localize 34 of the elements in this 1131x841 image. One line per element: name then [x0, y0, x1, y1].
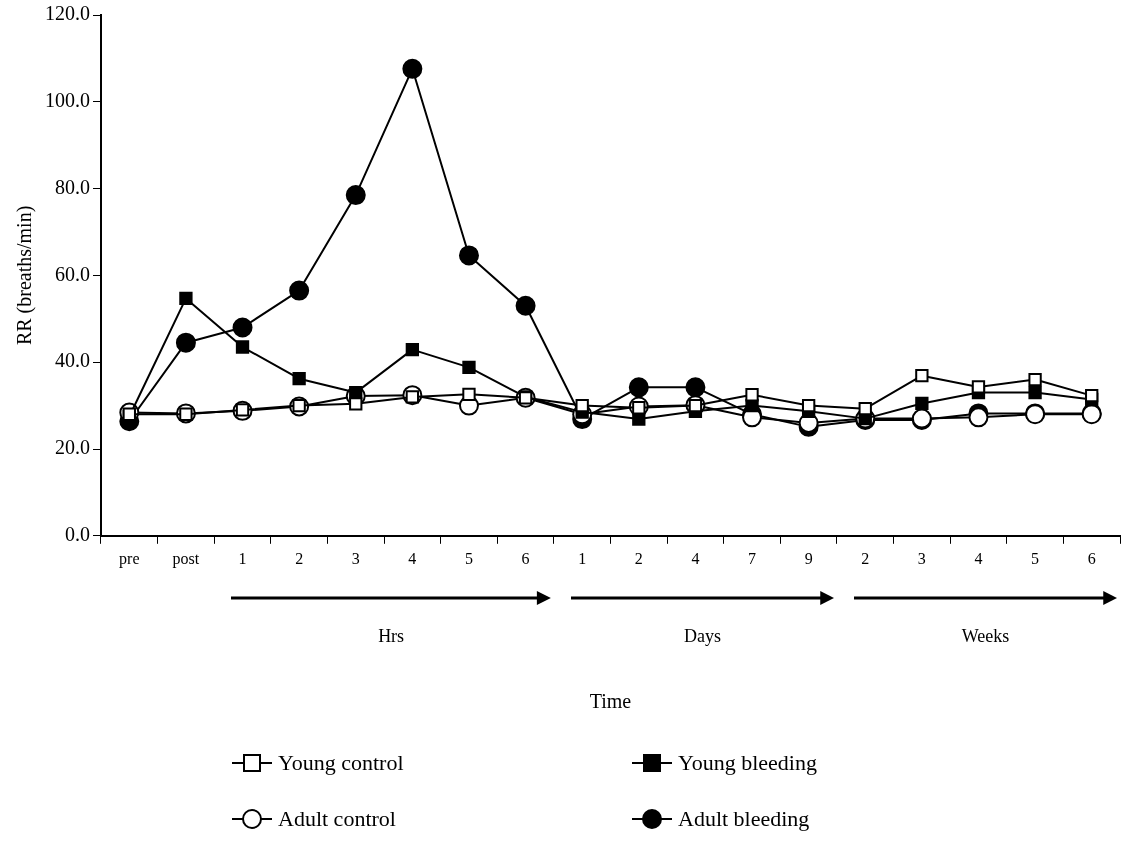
- x-tick-label: 6: [521, 549, 530, 567]
- text: Hrs: [378, 626, 405, 647]
- y-tick-label: 80.0: [55, 175, 90, 198]
- x-tick-label: 9: [804, 549, 813, 567]
- legend-label: Adult bleeding: [678, 806, 810, 832]
- x-tick-label: 4: [974, 549, 983, 567]
- text: Time: [589, 690, 632, 713]
- y-axis-title: RR (breaths/min): [13, 205, 37, 346]
- text: Days: [683, 626, 721, 647]
- x-tick-label: 2: [634, 549, 643, 567]
- y-tick-label: 100.0: [45, 89, 90, 112]
- text: Weeks: [961, 626, 1010, 647]
- legend-label: Adult control: [278, 806, 396, 832]
- x-tick-label: 3: [917, 549, 926, 567]
- x-tick-label: 3: [351, 549, 360, 567]
- x-tick-label: 1: [578, 549, 587, 567]
- y-tick-label: 60.0: [55, 262, 90, 285]
- x-tick-label: 4: [408, 549, 417, 567]
- x-tick-label: 2: [861, 549, 870, 567]
- x-tick-label: 7: [748, 549, 757, 567]
- legend-label: Young bleeding: [678, 750, 817, 776]
- y-tick-label: 0.0: [65, 523, 90, 546]
- y-tick-label: 40.0: [55, 349, 90, 372]
- x-tick-label: 4: [691, 549, 700, 567]
- y-tick-label: 20.0: [55, 436, 90, 459]
- x-tick-label: 1: [238, 549, 247, 567]
- legend-label: Young control: [278, 750, 404, 776]
- x-tick-label: 5: [464, 549, 473, 567]
- y-tick-label: 120.0: [45, 2, 90, 25]
- x-tick-label: 6: [1087, 549, 1096, 567]
- x-tick-label: post: [172, 549, 200, 568]
- x-tick-label: pre: [119, 549, 140, 568]
- x-tick-label: 2: [295, 549, 304, 567]
- x-tick-label: 5: [1031, 549, 1040, 567]
